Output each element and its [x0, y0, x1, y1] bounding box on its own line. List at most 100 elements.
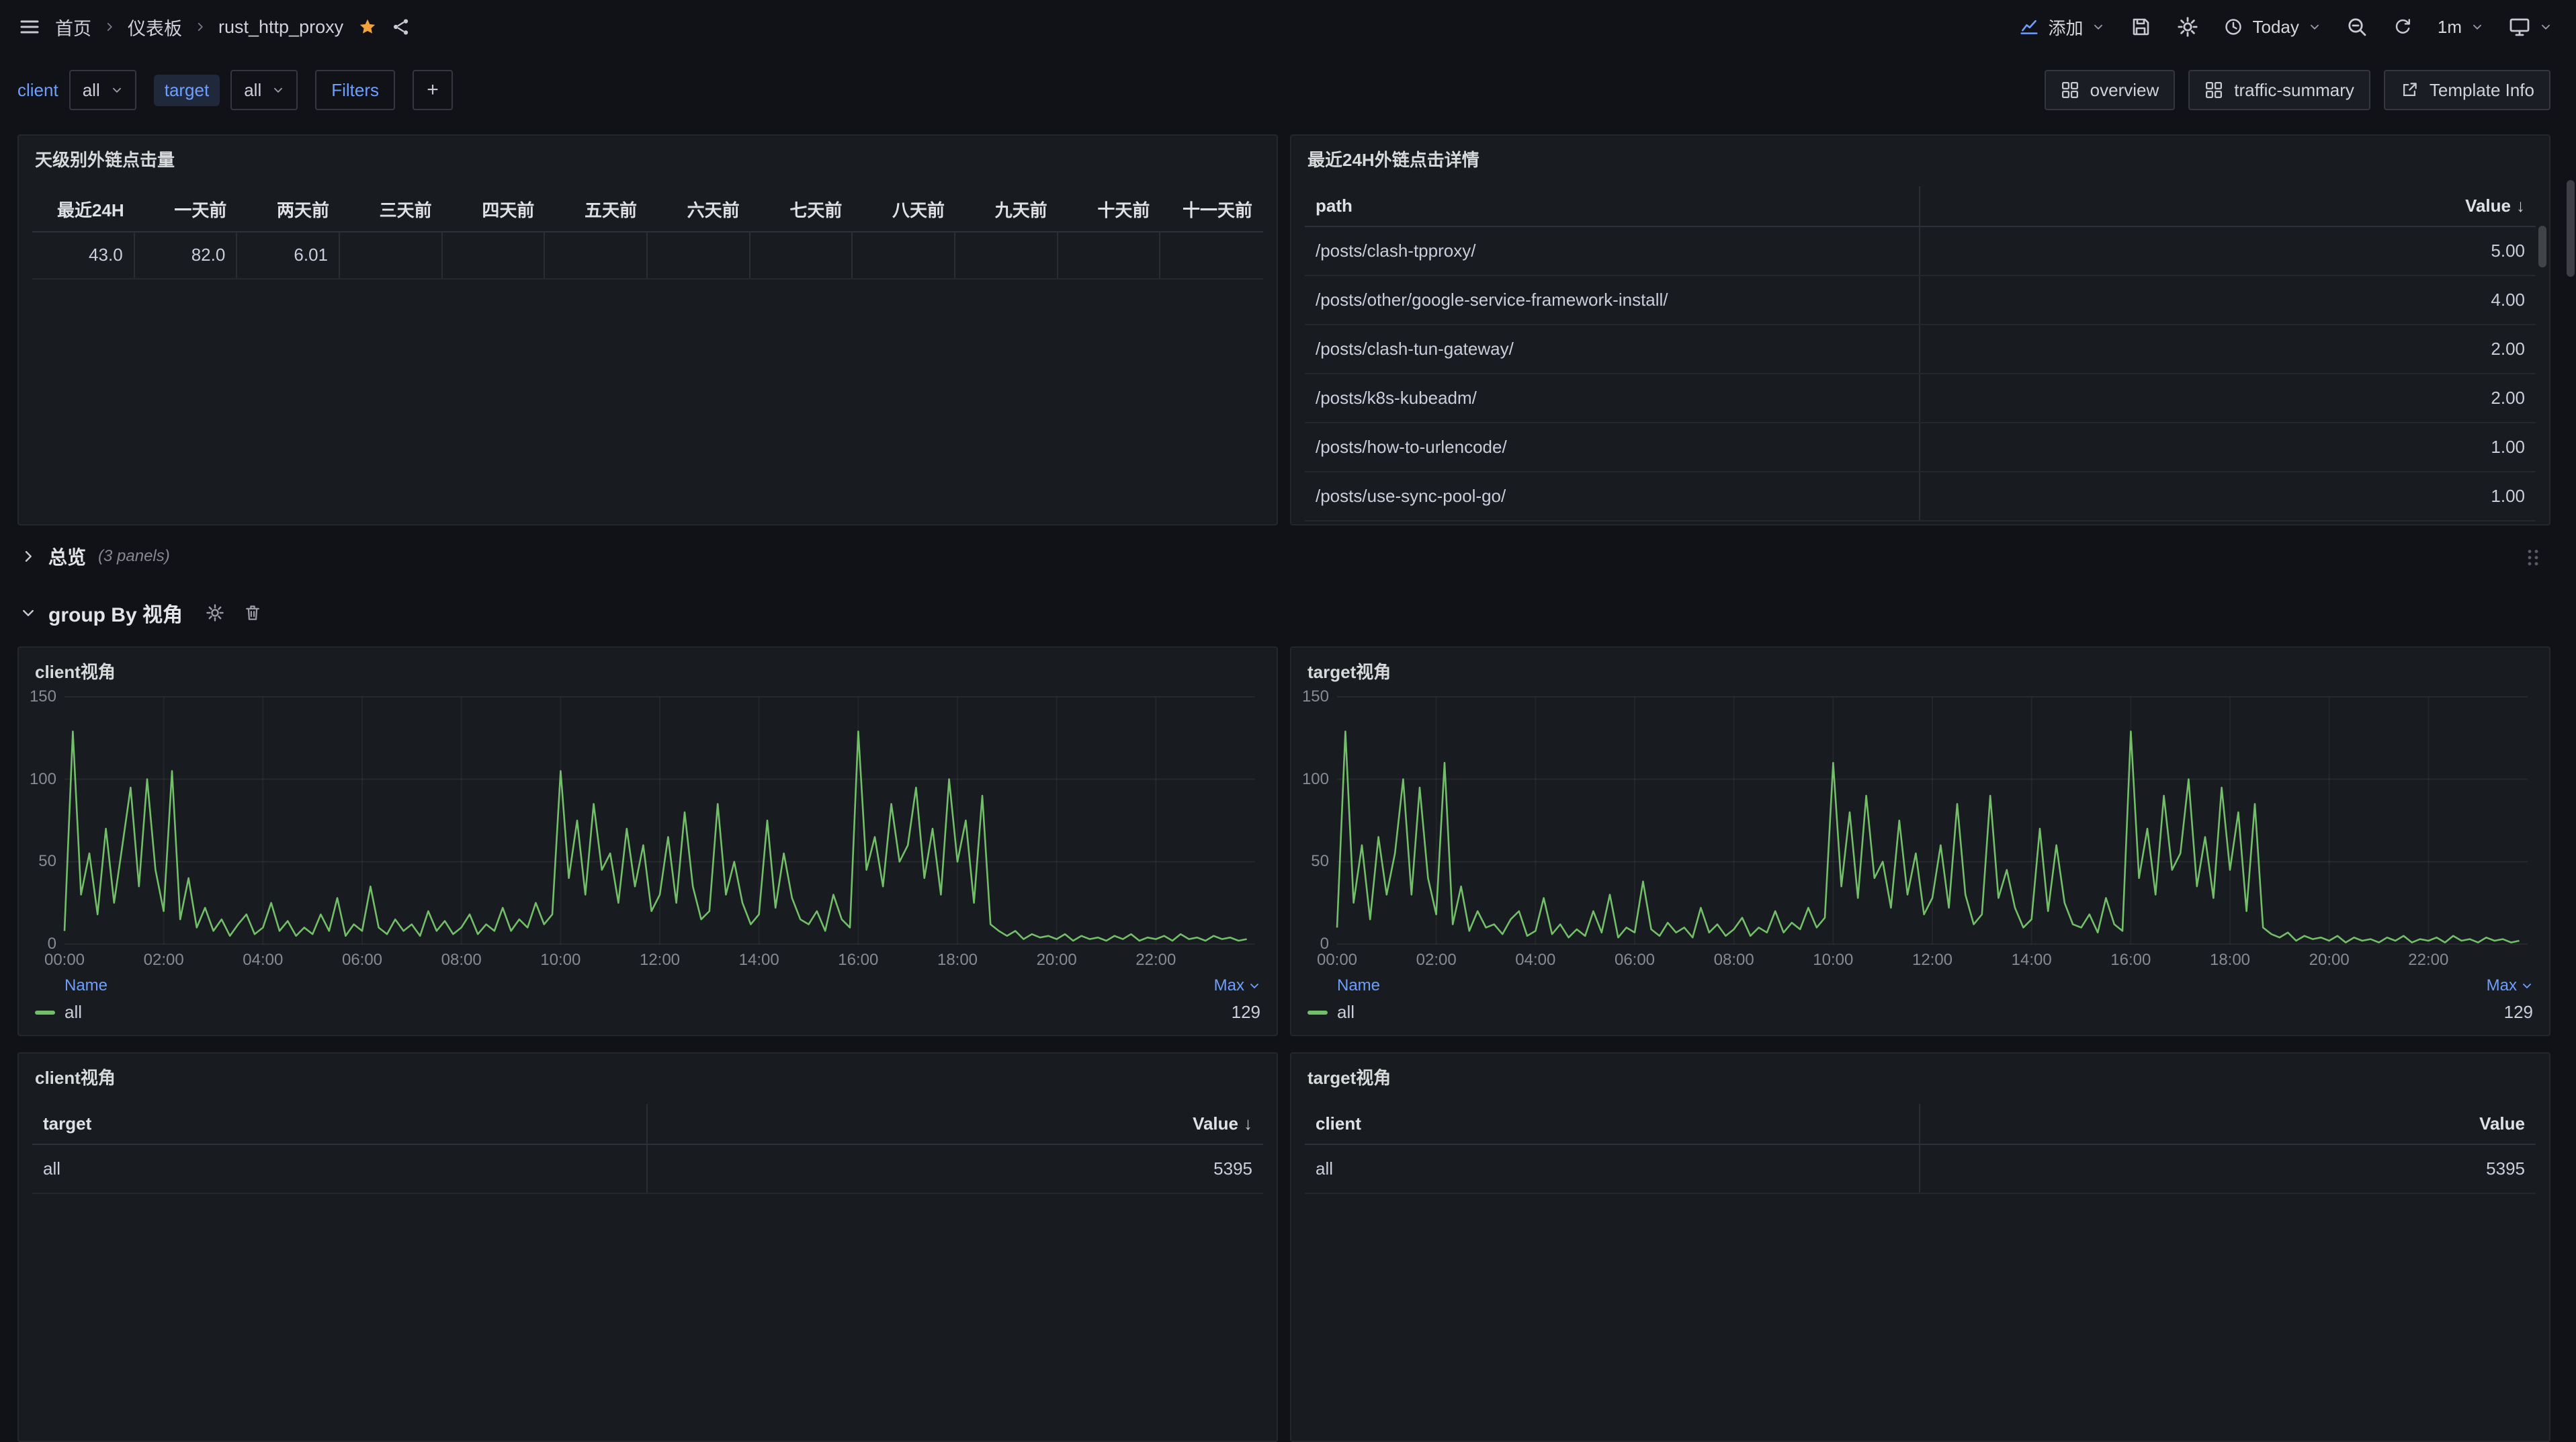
panel-title[interactable]: target视角: [1307, 662, 1391, 682]
table-header-row: target Value ↓: [32, 1104, 1263, 1145]
gear-icon: [2177, 16, 2198, 38]
row-delete-button[interactable]: [243, 603, 262, 622]
share-button[interactable]: [392, 17, 411, 36]
page-scrollbar-thumb[interactable]: [2567, 180, 2575, 277]
filters-button[interactable]: Filters: [315, 70, 396, 110]
x-axis-tick: 06:00: [341, 951, 383, 969]
breadcrumb-dashboards[interactable]: 仪表板: [128, 18, 182, 39]
refresh-interval-label: 1m: [2437, 16, 2462, 37]
legend-name-header[interactable]: Name: [65, 976, 108, 994]
page-scrollbar[interactable]: [2565, 0, 2576, 1300]
panel-title[interactable]: 最近24H外链点击详情: [1307, 150, 1479, 170]
link-traffic-summary[interactable]: traffic-summary: [2188, 70, 2370, 110]
variable-target-label[interactable]: target: [153, 74, 220, 106]
path-cell: /posts/k8s-kubeadm/: [1305, 374, 1920, 422]
column-header[interactable]: 七天前: [789, 200, 843, 220]
column-header-value[interactable]: Value: [2479, 1113, 2525, 1134]
y-axis-tick: 0: [47, 935, 56, 953]
column-header[interactable]: 十一天前: [1182, 200, 1252, 220]
series-name: all: [65, 1002, 83, 1022]
row-overview[interactable]: 总览 (3 panels): [20, 539, 2548, 574]
column-header[interactable]: 四天前: [482, 200, 535, 220]
link-template-info[interactable]: Template Info: [2383, 70, 2550, 110]
variable-target-value-dropdown[interactable]: all: [230, 70, 298, 110]
panel-title[interactable]: client视角: [35, 1068, 116, 1088]
y-axis-tick: 0: [1320, 935, 1329, 953]
table-cell: 43.0: [32, 232, 135, 278]
column-header-target[interactable]: target: [32, 1104, 648, 1144]
legend-max-header[interactable]: Max: [2487, 976, 2533, 995]
time-range-picker[interactable]: Today: [2224, 17, 2320, 38]
dashboard-settings-button[interactable]: [2177, 16, 2198, 38]
x-axis-tick: 02:00: [143, 951, 184, 969]
table-row: /posts/how-to-urlencode/ 1.00: [1305, 423, 2536, 472]
favorite-star-button[interactable]: [358, 17, 377, 36]
table-scrollbar-thumb[interactable]: [2538, 226, 2546, 267]
column-header[interactable]: 最近24H: [56, 200, 124, 220]
chevron-down-icon: [2540, 21, 2552, 33]
legend-name-header[interactable]: Name: [1337, 976, 1381, 994]
column-header-value[interactable]: Value ↓: [1193, 1113, 1252, 1134]
x-axis-tick: 04:00: [1515, 951, 1556, 969]
value-cell: 5395: [1213, 1158, 1252, 1179]
column-header[interactable]: 三天前: [379, 200, 432, 220]
table-row: all 5395: [1305, 1145, 2536, 1194]
refresh-interval-picker[interactable]: 1m: [2438, 17, 2483, 38]
variable-target-value: all: [244, 79, 262, 100]
add-panel-button[interactable]: 添加: [2020, 15, 2104, 40]
sort-desc-icon: ↓: [2516, 196, 2525, 216]
legend-row[interactable]: all 129: [35, 1002, 1260, 1023]
refresh-button[interactable]: [2393, 17, 2412, 36]
table-row: all 5395: [32, 1145, 1263, 1194]
x-axis-tick: 16:00: [838, 951, 879, 969]
breadcrumb-current: rust_http_proxy: [218, 16, 344, 37]
add-label: 添加: [2048, 17, 2084, 38]
breadcrumb-home[interactable]: 首页: [55, 18, 91, 39]
table-row: 43.0 82.0 6.01: [32, 232, 1263, 280]
row-drag-handle[interactable]: [2526, 548, 2540, 567]
variable-client-value-dropdown[interactable]: all: [69, 70, 136, 110]
time-series-chart[interactable]: 00:00 02:00 04:00 06:00 08:00 10:00 12:00 14:00…: [19, 689, 1277, 974]
column-header-client[interactable]: client: [1305, 1104, 1920, 1144]
y-axis-tick: 150: [29, 689, 56, 706]
table-header-row: client Value: [1305, 1104, 2536, 1145]
menu-toggle-button[interactable]: [19, 16, 40, 38]
link-overview[interactable]: overview: [2044, 70, 2176, 110]
panel-title[interactable]: 天级别外链点击量: [35, 150, 175, 170]
time-series-chart[interactable]: 00:00 02:00 04:00 06:00 08:00 10:00 12:00 14:00…: [1291, 689, 2549, 974]
save-dashboard-button[interactable]: [2130, 16, 2151, 38]
row-title: 总览: [48, 547, 87, 568]
column-header[interactable]: 八天前: [892, 200, 945, 220]
add-filter-button[interactable]: +: [413, 70, 454, 110]
chevron-down-icon: [111, 84, 123, 96]
y-axis-tick: 150: [1301, 689, 1329, 706]
column-header[interactable]: 十天前: [1097, 200, 1150, 220]
top-navbar: 首页 仪表板 rust_http_proxy 添加 Today 1m: [0, 0, 2576, 54]
value-cell: 4.00: [2491, 290, 2525, 310]
chevron-down-icon: [272, 84, 284, 96]
clock-icon: [2224, 17, 2243, 36]
column-header[interactable]: 九天前: [994, 200, 1047, 220]
row-settings-button[interactable]: [206, 603, 224, 622]
panel-title[interactable]: client视角: [35, 662, 116, 682]
column-header-path[interactable]: path: [1305, 186, 1920, 226]
zoom-out-time-button[interactable]: [2346, 16, 2368, 38]
chevron-right-icon: [20, 548, 36, 564]
column-header[interactable]: 两天前: [276, 200, 329, 220]
column-header-value[interactable]: Value ↓: [2465, 196, 2525, 216]
column-header[interactable]: 一天前: [174, 200, 227, 220]
column-header[interactable]: 六天前: [687, 200, 740, 220]
column-header[interactable]: 五天前: [584, 200, 637, 220]
kiosk-mode-button[interactable]: [2509, 16, 2552, 38]
x-axis-tick: 00:00: [1316, 951, 1358, 969]
legend-header: Name Max: [1307, 976, 2533, 995]
variable-client-label[interactable]: client: [17, 79, 58, 100]
row-group-by[interactable]: group By 视角: [20, 595, 2548, 630]
legend-row[interactable]: all 129: [1307, 1002, 2533, 1023]
panel-title[interactable]: target视角: [1307, 1068, 1391, 1088]
share-icon: [392, 17, 411, 36]
x-axis-tick: 00:00: [44, 951, 85, 969]
table-cell: [648, 232, 750, 278]
table-cell: [1160, 232, 1263, 278]
legend-max-header[interactable]: Max: [1214, 976, 1260, 995]
